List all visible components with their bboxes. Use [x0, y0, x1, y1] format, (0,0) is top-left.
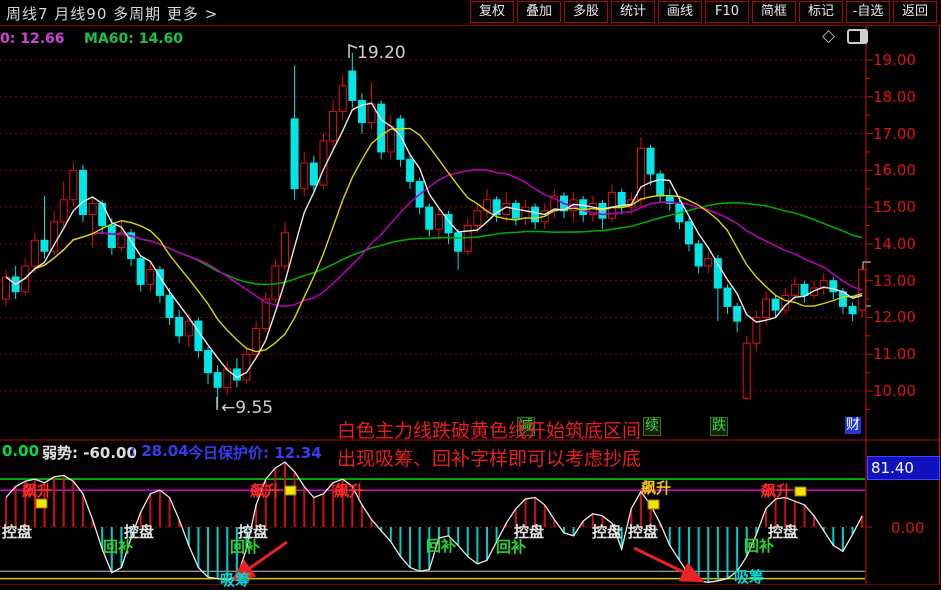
toolbar-button-5[interactable]: 画线 — [658, 1, 702, 23]
price-axis-label: 11.00 — [873, 345, 916, 364]
low-price-annotation: ←9.55 — [221, 398, 274, 418]
diamond-icon[interactable]: ◇ — [822, 26, 836, 46]
price-axis-label: 12.00 — [873, 308, 916, 327]
sub-axis-zero-value: 0.00 — [891, 519, 925, 537]
signal-label-回补: 回补 — [103, 538, 134, 556]
price-axis-label: 13.00 — [873, 271, 916, 290]
signal-label-控盘: 控盘 — [628, 523, 659, 541]
signal-label-回补: 回补 — [230, 538, 261, 556]
signal-label-飙升: 飙升 — [334, 482, 365, 500]
protect-price-label: 今日保护价: 12.34 — [188, 444, 322, 462]
price-axis-label: 19.00 — [873, 51, 916, 69]
sub-green-value: 0.00 — [2, 442, 40, 460]
advice-note-line2: 出现吸筹、回补字样即可以考虑抄底 — [337, 448, 642, 470]
oscillator-curve — [5, 461, 863, 583]
annotation-lines — [216, 43, 358, 410]
weakness-label: 弱势: -60.00 — [42, 444, 137, 462]
badge-减: 减 — [517, 417, 535, 436]
ma-line-white — [5, 102, 863, 379]
toolbar-button-2[interactable]: 叠加 — [517, 1, 561, 23]
high-price-annotation: 19.20 — [357, 43, 406, 63]
signal-label-飙升: 飙升 — [641, 479, 672, 497]
ma-line-magenta — [5, 168, 863, 308]
price-axis-label: 16.00 — [873, 161, 916, 180]
price-axis-label: 15.00 — [873, 198, 916, 217]
split-window-icon-fill — [860, 31, 866, 42]
price-axis-label: 10.00 — [873, 382, 916, 401]
price-axis-label: 18.00 — [873, 87, 916, 106]
oscillator-bars — [5, 462, 864, 583]
signal-squares — [35, 485, 807, 510]
sub-blue-value: : 28.04 — [130, 442, 189, 460]
signal-label-回补: 回补 — [744, 537, 775, 555]
toolbar-button-3[interactable]: 多股 — [564, 1, 608, 23]
signal-label-回补: 回补 — [426, 537, 457, 555]
toolbar-button-4[interactable]: 统计 — [611, 1, 655, 23]
signal-label-飙升: 飙升 — [761, 482, 792, 500]
toolbar-button-1[interactable]: 复权 — [470, 1, 514, 23]
split-window-icon[interactable] — [847, 29, 868, 44]
toolbar: 复权 叠加 多股 统计 画线 F10 简框 标记 -自选 返回 — [470, 1, 937, 23]
advice-arrows — [230, 540, 705, 583]
oscillator-levels — [0, 478, 865, 580]
price-axis-label: 17.00 — [873, 124, 916, 143]
signal-label-控盘: 控盘 — [238, 523, 269, 541]
toolbar-button-9[interactable]: -自选 — [846, 1, 890, 23]
signal-label-控盘: 控盘 — [514, 523, 545, 541]
chart-frame — [0, 25, 941, 585]
signal-label-控盘: 控盘 — [2, 523, 33, 541]
signal-label-控盘: 控盘 — [592, 523, 623, 541]
signal-label-飙升: 飙升 — [22, 482, 53, 500]
signal-label-控盘: 控盘 — [124, 523, 155, 541]
badge-跌: 跌 — [710, 417, 728, 436]
sub-axis-top-value: 81.40 — [867, 456, 940, 480]
toolbar-button-10[interactable]: 返回 — [893, 1, 937, 23]
period-menu[interactable]: 周线7 月线90 多周期 更多 > — [6, 5, 219, 23]
toolbar-button-6[interactable]: F10 — [705, 1, 749, 23]
toolbar-button-7[interactable]: 简框 — [752, 1, 796, 23]
signal-label-吸筹: 吸筹 — [220, 571, 251, 589]
price-axis-label: 14.00 — [873, 234, 916, 253]
badge-续: 续 — [643, 417, 661, 436]
signal-label-控盘: 控盘 — [768, 523, 799, 541]
badge-财: 财 — [845, 417, 861, 434]
toolbar-button-8[interactable]: 标记 — [799, 1, 843, 23]
advice-note-line1: 白色主力线跌破黄色线开始筑底区间 — [337, 420, 642, 442]
ma-label-green: MA60: 14.60 — [84, 31, 184, 47]
signal-label-飙升: 飙升 — [250, 482, 281, 500]
signal-label-回补: 回补 — [496, 538, 527, 556]
ma-line-yellow — [5, 127, 863, 353]
signal-label-吸筹: 吸筹 — [734, 568, 765, 586]
ma-label-magenta: 0: 12.66 — [0, 31, 65, 47]
